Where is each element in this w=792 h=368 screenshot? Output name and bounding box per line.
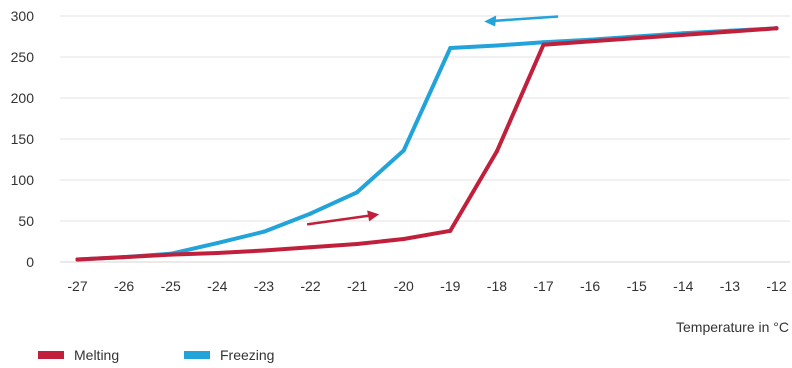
data-point-melting <box>355 241 360 246</box>
y-tick-label: 150 <box>11 131 35 147</box>
series-line-melting <box>75 26 779 262</box>
y-tick-label: 0 <box>26 254 34 270</box>
x-tick-label: -24 <box>207 278 227 294</box>
x-tick-label: -21 <box>347 278 367 294</box>
data-point-melting <box>75 257 80 262</box>
x-tick-label: -16 <box>580 278 600 294</box>
data-point-melting <box>494 149 499 154</box>
data-point-melting <box>308 245 313 250</box>
y-tick-label: 200 <box>11 90 35 106</box>
data-point-freezing <box>215 241 220 246</box>
x-tick-label: -20 <box>394 278 414 294</box>
legend-label: Melting <box>74 347 119 363</box>
y-tick-label: 300 <box>11 8 35 24</box>
x-tick-label: -17 <box>533 278 553 294</box>
data-point-freezing <box>261 229 266 234</box>
x-axis-label: Temperature in °C <box>676 319 789 335</box>
data-point-freezing <box>308 211 313 216</box>
x-tick-label: -25 <box>161 278 181 294</box>
y-tick-label: 100 <box>11 172 35 188</box>
legend-label: Freezing <box>220 347 274 363</box>
x-tick-label: -26 <box>114 278 134 294</box>
data-point-melting <box>774 26 779 31</box>
x-tick-label: -18 <box>487 278 507 294</box>
data-point-melting <box>261 248 266 253</box>
legend-item-melting: Melting <box>38 347 119 363</box>
data-point-melting <box>681 32 686 37</box>
legend-item-freezing: Freezing <box>184 347 274 363</box>
data-point-melting <box>727 29 732 34</box>
x-tick-label: -22 <box>300 278 320 294</box>
legend-swatch <box>184 351 210 359</box>
x-tick-label: -14 <box>673 278 693 294</box>
y-tick-label: 250 <box>11 49 35 65</box>
data-point-freezing <box>355 190 360 195</box>
data-point-melting <box>122 255 127 260</box>
data-point-melting <box>541 42 546 47</box>
series-line-freezing <box>75 26 779 262</box>
legend-swatch <box>38 351 64 359</box>
data-point-freezing <box>448 45 453 50</box>
data-point-freezing <box>401 148 406 153</box>
x-tick-label: -27 <box>67 278 87 294</box>
x-tick-label: -23 <box>254 278 274 294</box>
data-point-melting <box>588 39 593 44</box>
data-point-melting <box>401 237 406 242</box>
data-point-melting <box>168 252 173 257</box>
data-point-melting <box>634 36 639 41</box>
x-tick-label: -13 <box>720 278 740 294</box>
x-tick-label: -12 <box>766 278 786 294</box>
data-point-melting <box>448 228 453 233</box>
arrow-right-melting <box>306 210 380 226</box>
y-tick-label: 50 <box>18 213 34 229</box>
arrow-left-freezing <box>484 15 559 27</box>
data-point-freezing <box>494 43 499 48</box>
x-tick-label: -19 <box>440 278 460 294</box>
x-tick-label: -15 <box>627 278 647 294</box>
data-point-melting <box>215 250 220 255</box>
